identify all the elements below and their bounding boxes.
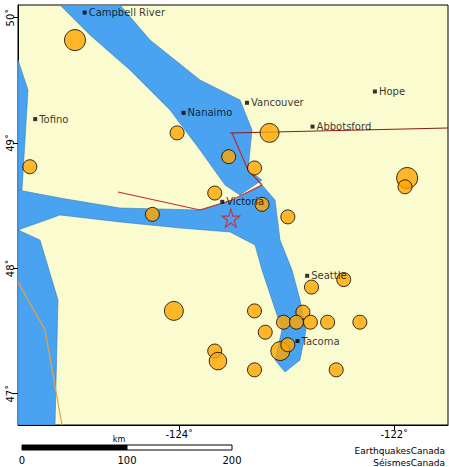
svg-text:-122˚: -122˚ [380, 429, 408, 440]
svg-text:Vancouver: Vancouver [251, 97, 305, 108]
svg-text:EarthquakesCanada: EarthquakesCanada [355, 446, 445, 456]
svg-text:Seattle: Seattle [311, 270, 346, 281]
svg-text:SéismesCanada: SéismesCanada [373, 458, 445, 467]
svg-text:km: km [113, 435, 126, 444]
svg-text:Tofino: Tofino [38, 114, 68, 125]
svg-text:48˚: 48˚ [5, 259, 16, 277]
svg-text:100: 100 [117, 455, 136, 466]
svg-text:47˚: 47˚ [5, 385, 16, 403]
svg-text:-124˚: -124˚ [165, 429, 193, 440]
svg-text:50˚: 50˚ [5, 9, 16, 27]
svg-text:Campbell River: Campbell River [89, 7, 166, 18]
svg-text:Tacoma: Tacoma [301, 336, 340, 347]
svg-text:Victoria: Victoria [226, 196, 264, 207]
svg-text:200: 200 [222, 455, 241, 466]
svg-text:Abbotsford: Abbotsford [317, 121, 372, 132]
svg-text:Hope: Hope [379, 86, 405, 97]
svg-text:0: 0 [19, 455, 25, 466]
svg-text:Nanaimo: Nanaimo [188, 107, 233, 118]
svg-text:49˚: 49˚ [5, 134, 16, 152]
